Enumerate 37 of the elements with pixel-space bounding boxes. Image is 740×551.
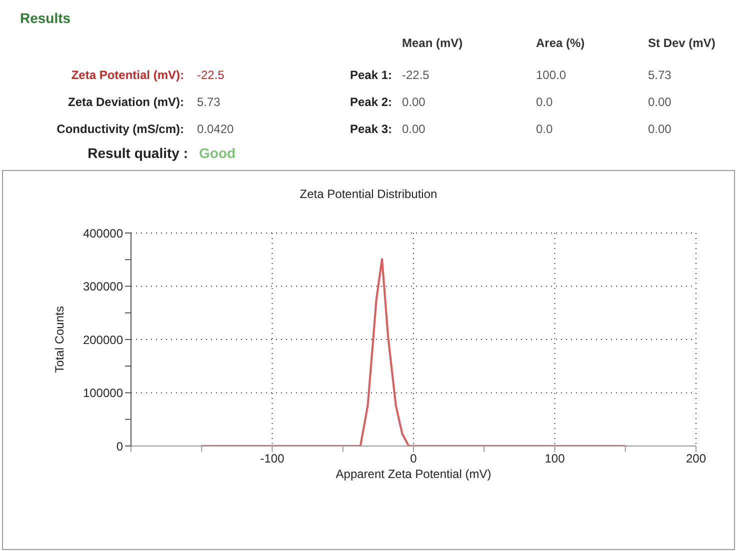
y-tick-label: 300000 [82, 280, 124, 294]
text: Mean (mV) [402, 36, 463, 50]
y-tick-label: 100000 [82, 386, 124, 400]
text: 0.0 [536, 122, 553, 136]
text: -22.5 [197, 68, 224, 82]
x-tick-label: 200 [686, 452, 706, 466]
text: -22.5 [402, 68, 430, 82]
y-tick-label: 400000 [82, 226, 124, 240]
x-axis-title: Apparent Zeta Potential (mV) [336, 467, 492, 481]
y-tick-label: 0 [116, 439, 124, 454]
text: Peak 1: [350, 68, 392, 82]
x-tick-label: 100 [544, 452, 566, 466]
text: Good [199, 145, 236, 161]
line-series [200, 258, 626, 446]
text: Conductivity (mS/cm): [56, 122, 184, 136]
y-axis-title: Total Counts [52, 306, 66, 373]
text: 0.0 [536, 95, 553, 109]
text: 0.00 [648, 95, 672, 109]
x-tick-label: 0 [410, 452, 418, 466]
text: Peak 3: [350, 122, 392, 136]
text: 0.00 [402, 122, 426, 136]
text: Zeta Potential (mV): [71, 68, 184, 82]
text: Zeta Deviation (mV): [68, 95, 184, 109]
text: Area (%) [536, 36, 585, 50]
x-tick-label: -100 [260, 452, 285, 466]
text: Results [20, 10, 71, 26]
text: 0.00 [648, 122, 672, 136]
y-tick-label: 200000 [82, 332, 124, 347]
text: Result quality : [88, 145, 188, 161]
text: 5.73 [197, 95, 220, 109]
text: 5.73 [648, 68, 672, 82]
text: 100.0 [536, 68, 566, 82]
chart-title: Zeta Potential Distribution [298, 187, 438, 201]
text: St Dev (mV) [648, 36, 716, 50]
text: Peak 2: [350, 95, 392, 109]
text: 0.0420 [197, 122, 234, 136]
text: 0.00 [402, 95, 426, 109]
